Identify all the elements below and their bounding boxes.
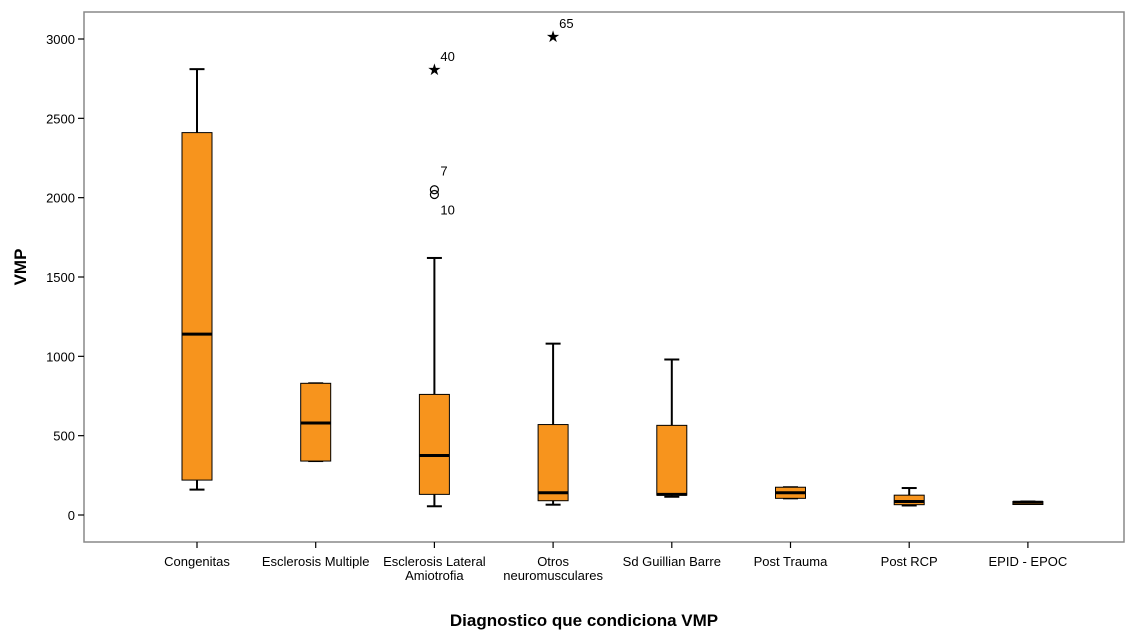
y-tick-label: 1000 xyxy=(46,349,75,364)
x-category-label-line: EPID - EPOC xyxy=(989,554,1068,569)
outlier-label: 10 xyxy=(440,202,454,217)
box xyxy=(537,424,569,502)
box xyxy=(893,494,925,506)
box-group xyxy=(1012,500,1044,506)
extreme-outlier-marker: ★ xyxy=(427,62,441,79)
x-category-label-line: Congenitas xyxy=(164,554,230,569)
y-tick-label: 0 xyxy=(68,508,75,523)
outlier-label: 65 xyxy=(559,16,573,31)
outlier-label: 40 xyxy=(440,49,454,64)
x-category-label-line: Otros xyxy=(537,554,569,569)
box-group xyxy=(656,358,688,498)
x-category-label: Esclerosis Multiple xyxy=(262,554,370,569)
x-category-label-line: Esclerosis Lateral xyxy=(383,554,486,569)
x-category-label-line: Post RCP xyxy=(881,554,938,569)
x-category-label: Congenitas xyxy=(164,554,230,569)
y-tick-label: 500 xyxy=(53,429,75,444)
x-category-label: Otros neuromusculares xyxy=(503,554,603,583)
x-category-label: Post Trauma xyxy=(754,554,828,569)
box-group xyxy=(300,382,332,463)
box xyxy=(656,424,688,496)
y-tick-label: 2000 xyxy=(46,191,75,206)
box xyxy=(418,393,450,495)
x-category-label: Sd Guillian Barre xyxy=(623,554,721,569)
box-group: ★65 xyxy=(537,16,574,506)
x-category-label-line: Esclerosis Multiple xyxy=(262,554,370,569)
plot-area xyxy=(83,11,1125,543)
box-group xyxy=(775,486,806,500)
x-axis: Congenitas Esclerosis Multiple Esclerosis … xyxy=(164,542,1067,583)
x-category-label: Post RCP xyxy=(881,554,938,569)
outlier-marker xyxy=(429,189,439,200)
y-tick-label: 1500 xyxy=(46,270,75,285)
y-tick-label: 2500 xyxy=(46,111,75,126)
y-axis-title: VMP xyxy=(11,249,30,286)
x-category-label-line: neuromusculares xyxy=(503,568,603,583)
box-group xyxy=(181,68,213,491)
box-group xyxy=(893,487,925,507)
extreme-outlier-marker: ★ xyxy=(546,29,560,46)
y-axis: 0 500 1000 1500 2000 2500 3000 xyxy=(46,32,84,523)
x-axis-title: Diagnostico que condiciona VMP xyxy=(450,611,718,630)
x-category-label: Esclerosis Lateral Amiotrofia xyxy=(383,554,486,583)
outlier-label: 7 xyxy=(440,164,447,179)
x-category-label-line: Post Trauma xyxy=(754,554,828,569)
x-category-label-line: Amiotrofia xyxy=(405,568,464,583)
x-category-label: EPID - EPOC xyxy=(989,554,1068,569)
box-group: ★40 7 10 xyxy=(418,49,455,508)
y-tick-label: 3000 xyxy=(46,32,75,47)
x-category-label-line: Sd Guillian Barre xyxy=(623,554,721,569)
box xyxy=(181,132,213,481)
outlier-marker xyxy=(429,185,439,195)
